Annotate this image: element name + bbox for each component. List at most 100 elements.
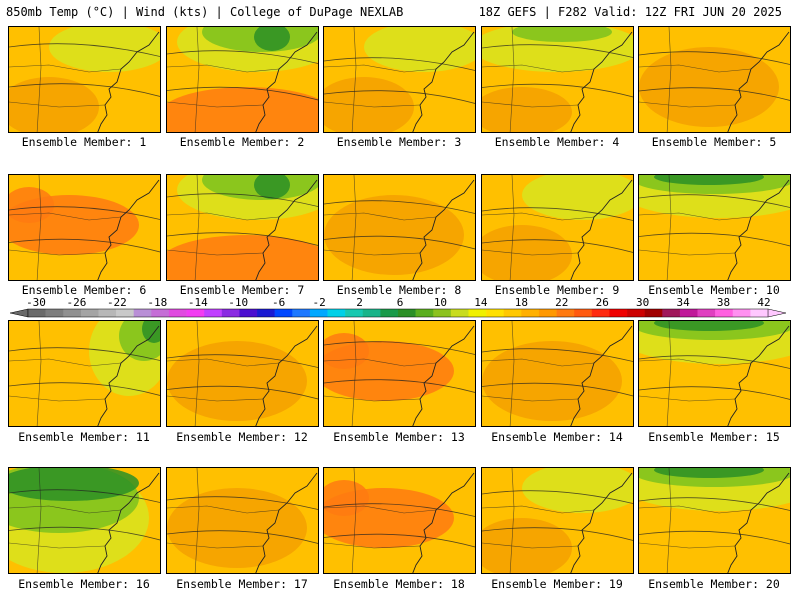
height-contours: [639, 497, 790, 545]
ensemble-map-panel: [323, 174, 476, 281]
height-contours: [324, 341, 475, 393]
temperature-map: [324, 175, 475, 280]
colorbar-tick-label: 26: [596, 296, 609, 309]
height-contours: [9, 489, 160, 541]
colorbar-swatch: [679, 309, 698, 317]
colorbar-swatch: [750, 309, 769, 317]
ensemble-member-label: Ensemble Member: 17: [176, 577, 308, 591]
ensemble-map-panel: [638, 174, 791, 281]
temperature-map: [167, 468, 318, 573]
state-boundaries: [324, 175, 437, 280]
colorbar-max-arrow: [767, 308, 787, 318]
colorbar-swatch: [433, 309, 452, 317]
coastline: [727, 179, 790, 280]
colorbar-tick-label: 38: [717, 296, 730, 309]
temperature-region: [254, 27, 290, 51]
colorbar-swatch: [591, 309, 610, 317]
colorbar-tick-label: 14: [474, 296, 488, 309]
ensemble-map-panel: [8, 174, 161, 281]
colorbar-swatch: [380, 309, 399, 317]
temperature-region: [522, 175, 633, 220]
temperature-region: [9, 77, 99, 132]
temperature-region: [142, 321, 160, 343]
coastline: [255, 179, 318, 280]
ensemble-map-panel: [481, 467, 634, 574]
coastline: [97, 31, 160, 132]
ensemble-member-label: Ensemble Member: 11: [18, 430, 150, 444]
colorbar-swatch: [186, 309, 205, 317]
temperature-map: [324, 468, 475, 573]
temperature-region: [512, 27, 612, 42]
temperature-colorbar: -30 -26 -22 -18 -14 -10 -6 -2 2 6 10 14 18 22 26 30 34 38…: [9, 296, 787, 318]
colorbar-tick-label: -18: [147, 296, 167, 309]
temperature-map: [639, 175, 790, 280]
ensemble-member-label: Ensemble Member: 7: [179, 283, 305, 297]
temperature-region: [324, 480, 369, 516]
temperature-map: [9, 27, 160, 132]
height-contours: [639, 51, 790, 101]
height-contours: [167, 354, 318, 400]
colorbar-tick-label: 34: [676, 296, 690, 309]
ensemble-map-panel: [323, 320, 476, 427]
state-boundaries: [324, 321, 437, 426]
colorbar-tick-label: -22: [107, 296, 127, 309]
coastline: [727, 31, 790, 132]
height-contours: [324, 503, 475, 548]
colorbar-swatch: [292, 309, 311, 317]
ensemble-member-label: Ensemble Member: 16: [18, 577, 150, 591]
ensemble-map-panel: [481, 320, 634, 427]
colorbar-swatch: [644, 309, 663, 317]
temperature-region: [482, 87, 572, 132]
colorbar-swatch: [521, 309, 540, 317]
colorbar-swatch: [257, 309, 275, 317]
height-contours: [482, 44, 633, 98]
ensemble-member-label: Ensemble Member: 12: [176, 430, 308, 444]
colorbar-tick-label: 18: [515, 296, 528, 309]
colorbar-swatch: [133, 309, 152, 317]
ensemble-member-label: Ensemble Member: 9: [494, 283, 620, 297]
temperature-region: [9, 187, 54, 223]
height-contours: [482, 207, 633, 253]
coastline: [255, 31, 318, 132]
state-boundaries: [639, 27, 752, 132]
ensemble-member-label: Ensemble Member: 1: [21, 135, 147, 149]
state-boundaries: [324, 27, 437, 132]
ensemble-member-label: Ensemble Member: 19: [491, 577, 623, 591]
colorbar-swatch: [398, 309, 416, 317]
ensemble-member-label: Ensemble Member: 4: [494, 135, 620, 149]
state-boundaries: [324, 468, 437, 573]
colorbar-swatch: [168, 309, 187, 317]
colorbar-swatch: [486, 309, 505, 317]
temperature-map: [639, 468, 790, 573]
temperature-region: [49, 27, 160, 72]
temperature-region: [654, 468, 764, 478]
ensemble-map-panel: [8, 467, 161, 574]
colorbar-tick-label: 42: [757, 296, 770, 309]
temperature-map: [167, 27, 318, 132]
colorbar-swatch: [697, 309, 716, 317]
coastline: [570, 179, 633, 280]
coastline: [412, 31, 475, 132]
coastline: [570, 31, 633, 132]
colorbar-swatch: [732, 309, 751, 317]
height-contours: [9, 43, 160, 97]
temperature-region: [482, 225, 572, 280]
height-contours: [324, 200, 475, 250]
temperature-region: [482, 341, 622, 421]
temperature-region: [254, 175, 290, 199]
ensemble-member-label: Ensemble Member: 20: [648, 577, 780, 591]
temperature-map: [639, 27, 790, 132]
colorbar-swatch: [538, 309, 557, 317]
height-contours: [9, 347, 160, 396]
ensemble-member-label: Ensemble Member: 8: [336, 283, 462, 297]
temperature-map: [9, 468, 160, 573]
temperature-map: [167, 321, 318, 426]
temperature-region: [364, 27, 475, 72]
state-boundaries: [167, 468, 280, 573]
colorbar-swatch: [80, 309, 99, 317]
state-boundaries: [9, 27, 122, 132]
state-boundaries: [482, 27, 595, 132]
colorbar-swatch: [556, 309, 575, 317]
height-contours: [639, 355, 790, 400]
ensemble-map-panel: [166, 26, 319, 133]
